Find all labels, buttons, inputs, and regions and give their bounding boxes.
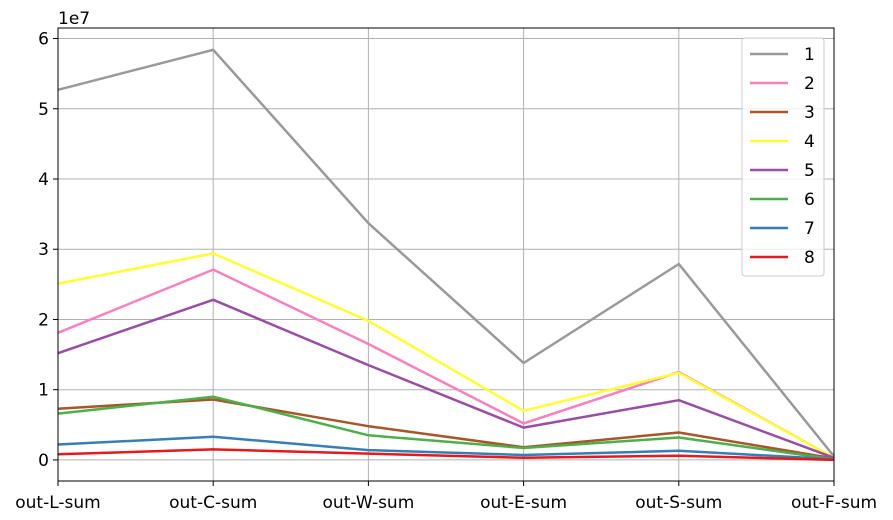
gridlines: [57, 28, 835, 481]
legend-label-4: 4: [804, 132, 815, 152]
legend-label-7: 7: [804, 219, 815, 239]
x-tick-label: out-W-sum: [323, 493, 415, 513]
legend-label-5: 5: [804, 161, 815, 181]
x-tick-label: out-E-sum: [480, 493, 567, 513]
series-line-6: [57, 395, 835, 461]
series-lines: [57, 48, 835, 462]
y-tick-label: 1: [38, 381, 49, 401]
series-line-7: [57, 435, 835, 461]
series-line-8: [57, 448, 835, 462]
legend-label-1: 1: [804, 45, 815, 65]
series-line-5: [57, 298, 835, 459]
y-tick-label: 2: [38, 310, 49, 330]
x-axis-ticks: out-L-sum out-C-sum out-W-sum out-E-sum out-…: [15, 481, 877, 513]
x-tick-label: out-F-sum: [791, 493, 877, 513]
y-tick-label: 6: [38, 30, 49, 50]
plot-frame: [57, 27, 835, 482]
series-line-2: [57, 268, 835, 459]
legend-label-2: 2: [804, 74, 815, 94]
series-line-1: [57, 48, 835, 458]
legend-label-8: 8: [804, 248, 815, 268]
legend-box: [741, 37, 825, 277]
series-line-3: [57, 398, 835, 460]
series-line-4: [57, 252, 835, 459]
y-tick-label: 4: [38, 170, 49, 190]
y-tick-label: 3: [38, 240, 49, 260]
x-tick-label: out-S-sum: [635, 493, 722, 513]
x-tick-label: out-C-sum: [169, 493, 257, 513]
y-axis-ticks: 0 1 2 3 4 5 6: [38, 30, 58, 471]
y-axis-multiplier: 1e7: [58, 9, 90, 29]
legend: 1 2 3 4 5 6 7 8: [741, 37, 825, 277]
legend-label-6: 6: [804, 190, 815, 210]
legend-label-3: 3: [804, 103, 815, 123]
y-tick-label: 0: [38, 451, 49, 471]
x-tick-label: out-L-sum: [15, 493, 100, 513]
y-tick-label: 5: [38, 100, 49, 120]
